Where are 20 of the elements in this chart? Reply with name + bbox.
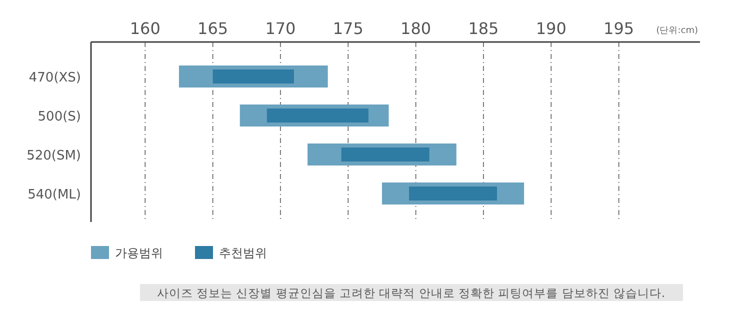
text: 사이즈 정보는 신장별 평균인심을 고려한 대략적 안내로 정확한 피팅여부를 담보하진 않습니다. — [156, 286, 666, 300]
legend-label: 추천범위 — [219, 246, 267, 260]
x-tick-label: 165 — [198, 19, 228, 38]
bar — [212, 70, 294, 84]
y-tick-label: 500(S) — [38, 110, 81, 124]
y-tick-label: 470(XS) — [28, 70, 81, 86]
x-tick-label: 180 — [400, 19, 432, 38]
x-tick-label: 160 — [130, 19, 160, 38]
x-tick-label: 175 — [332, 19, 364, 38]
x-tick-label: 195 — [604, 19, 634, 38]
x-axis-title: (단위:cm) — [656, 26, 698, 36]
x-tick-label: 170 — [265, 19, 296, 38]
x-tick-label: 190 — [536, 19, 566, 38]
bar — [266, 108, 368, 122]
bar — [409, 186, 497, 200]
bar — [341, 148, 430, 162]
y-tick-label: 520(SM) — [26, 148, 81, 164]
x-tick-label: 185 — [468, 19, 499, 38]
y-tick-label: 540(ML) — [28, 188, 81, 202]
legend-label: 가용범위 — [115, 246, 163, 260]
